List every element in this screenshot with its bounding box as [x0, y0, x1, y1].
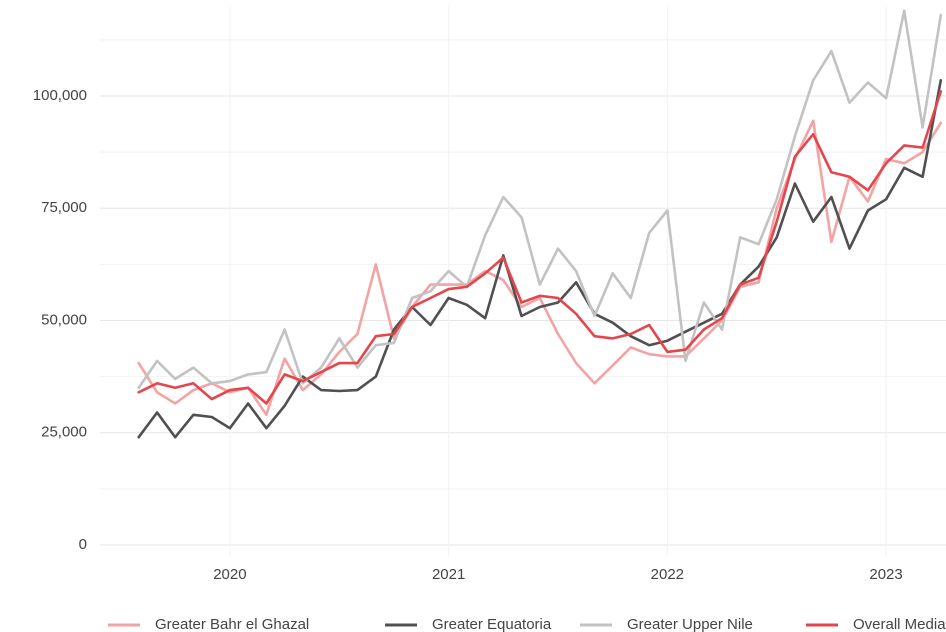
x-tick-label: 2020	[213, 566, 246, 583]
legend-label: Overall Median	[853, 616, 946, 632]
series-line	[137, 9, 943, 390]
legend-label: Greater Upper Nile	[627, 616, 753, 632]
x-tick-label: 2022	[651, 566, 684, 583]
y-tick-label: 100,000	[33, 87, 87, 104]
y-tick-label: 75,000	[41, 199, 87, 216]
x-tick-label: 2021	[432, 566, 465, 583]
legend-label: Greater Equatoria	[432, 616, 552, 632]
series-line	[137, 79, 943, 439]
y-tick-label: 50,000	[41, 311, 87, 328]
y-tick-label: 25,000	[41, 424, 87, 441]
series-line	[137, 119, 943, 417]
y-tick-label: 0	[79, 536, 87, 553]
x-tick-label: 2023	[869, 566, 902, 583]
legend-label: Greater Bahr el Ghazal	[155, 616, 309, 632]
series-line	[137, 90, 943, 405]
